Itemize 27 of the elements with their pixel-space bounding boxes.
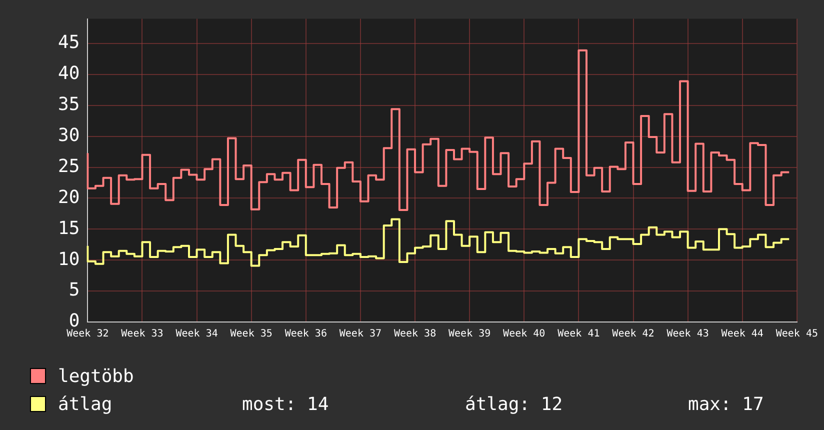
x-tick-label: Week 41 — [558, 328, 600, 340]
y-tick-label: 5 — [68, 280, 80, 301]
x-tick-label: Week 36 — [284, 328, 327, 340]
text: átlag: 12 — [465, 394, 564, 414]
x-tick-label: Week 33 — [121, 328, 164, 340]
y-tick-label: 40 — [58, 63, 80, 84]
x-tick-label: Week 38 — [394, 328, 436, 340]
y-tick-label: 20 — [58, 186, 80, 208]
x-tick-label: Week 34 — [176, 328, 218, 340]
text: max: 17 — [688, 394, 764, 414]
y-tick-label: 35 — [58, 94, 80, 116]
x-tick-label: Week 37 — [339, 328, 382, 340]
legend-label: átlag — [58, 394, 114, 414]
x-tick-label: Week 39 — [448, 328, 491, 340]
text: most: 14 — [242, 394, 330, 414]
x-tick-label: Week 43 — [666, 328, 709, 340]
x-tick-label: Week 35 — [230, 328, 272, 340]
x-tick-label: Week 44 — [721, 328, 764, 340]
x-tick-label: Week 45 — [776, 328, 818, 340]
x-tick-label: Week 42 — [612, 328, 654, 340]
legend-label: legtöbb — [58, 366, 135, 386]
x-tick-label: Week 40 — [503, 328, 546, 340]
y-tick-label: 30 — [58, 125, 80, 146]
y-tick-label: 10 — [58, 248, 80, 270]
y-tick-label: 25 — [58, 156, 80, 177]
y-tick-label: 15 — [58, 218, 80, 239]
y-tick-label: 45 — [58, 32, 80, 54]
